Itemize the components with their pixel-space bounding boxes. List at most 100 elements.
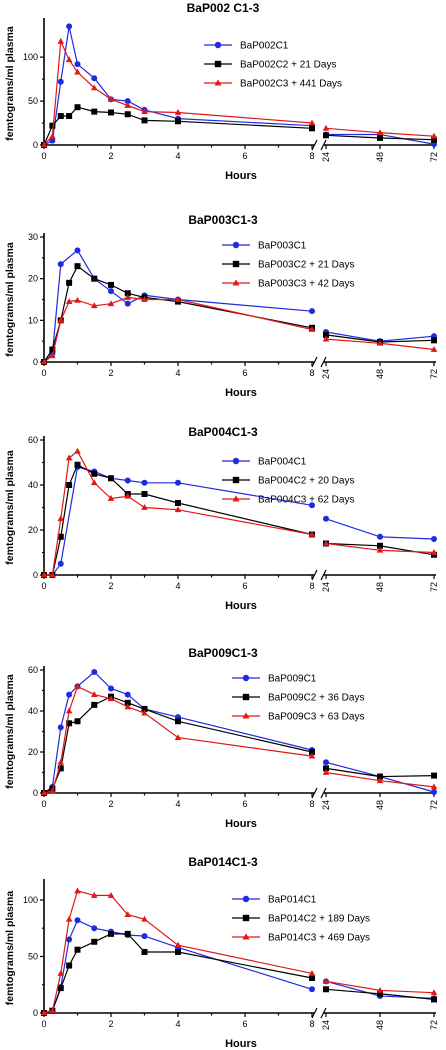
legend-label: BaP003C3 + 42 Days (258, 279, 354, 290)
data-point (376, 129, 384, 136)
x-tick-label: 4 (175, 799, 180, 809)
x-axis-label: Hours (225, 387, 257, 399)
data-point (175, 718, 181, 725)
data-point (141, 108, 148, 115)
legend-entry-2: BaP009C2 + 36 Days (232, 693, 364, 704)
data-point (40, 789, 48, 796)
series-2 (41, 263, 437, 365)
series-1 (41, 917, 437, 1016)
data-point (141, 504, 148, 510)
data-point (108, 685, 114, 692)
legend-entry-3: BaP004C3 + 62 Days (222, 495, 354, 506)
y-tick-label: 20 (28, 274, 38, 284)
axis-break-mark (311, 569, 318, 581)
data-point (65, 915, 73, 922)
data-point (141, 948, 148, 955)
data-point (90, 302, 98, 309)
axis-break-mark (320, 1007, 327, 1019)
y-tick-label: 10 (28, 315, 38, 325)
series-line (43, 249, 313, 363)
axis-break-mark (320, 356, 327, 368)
data-point (57, 515, 65, 522)
x-tick-label: 48 (375, 800, 385, 810)
x-tick-label: 2 (108, 1019, 113, 1029)
axis-break-mark (311, 139, 318, 151)
data-point (66, 113, 73, 120)
data-point (49, 352, 56, 359)
x-tick-label: 48 (375, 152, 385, 162)
data-point (308, 326, 316, 332)
legend-marker (232, 457, 240, 465)
data-point (308, 119, 316, 126)
x-tick-label: 72 (429, 152, 439, 162)
x-tick-label: 8 (309, 799, 314, 809)
data-point (107, 695, 115, 702)
x-tick-label: 8 (309, 368, 314, 378)
legend-label: BaP009C2 + 36 Days (268, 693, 364, 704)
data-point (65, 707, 73, 714)
data-point (431, 772, 437, 779)
data-point (74, 247, 81, 254)
data-point (107, 300, 115, 307)
data-point (174, 296, 182, 302)
legend-label: BaP003C2 + 21 Days (258, 260, 354, 271)
data-point (174, 506, 182, 513)
data-point (141, 709, 148, 716)
y-tick-label: 100 (23, 52, 38, 62)
series-line (43, 38, 313, 146)
x-tick-label: 6 (242, 368, 247, 378)
data-point (65, 56, 73, 63)
data-point (141, 915, 148, 922)
legend-label: BaP004C1 (258, 457, 307, 468)
x-tick-label: 4 (175, 368, 180, 378)
data-point (141, 296, 148, 302)
x-tick-label: 24 (321, 800, 331, 810)
x-tick-label: 2 (108, 581, 113, 591)
data-point (91, 75, 98, 82)
data-point (124, 477, 131, 484)
data-point (376, 777, 384, 784)
y-axis-label: femtograms/ml plasma (4, 26, 16, 141)
data-point (107, 495, 115, 501)
y-tick-label: 20 (28, 747, 38, 757)
legend-entry-3: BaP009C3 + 63 Days (232, 712, 364, 723)
data-point (141, 491, 148, 497)
data-point (90, 479, 98, 486)
legend-marker (232, 260, 240, 268)
data-point (74, 917, 81, 924)
y-tick-label: 0 (33, 140, 38, 150)
x-tick-label: 2 (108, 368, 113, 378)
data-point (174, 109, 182, 115)
data-point (40, 1009, 48, 1016)
x-tick-label: 2 (108, 799, 113, 809)
legend-label: BaP004C3 + 62 Days (258, 495, 354, 506)
legend-entry-2: BaP014C2 + 189 Days (232, 914, 370, 925)
legend-entry-1: BaP009C1 (232, 674, 317, 685)
data-point (376, 986, 384, 993)
data-point (124, 102, 132, 108)
series-3 (40, 682, 438, 796)
legend-entry-2: BaP002C2 + 21 Days (204, 60, 336, 71)
data-point (323, 759, 329, 766)
data-point (430, 783, 438, 790)
axis-break-mark (311, 356, 318, 368)
data-point (91, 108, 98, 115)
data-point (323, 331, 329, 338)
data-point (175, 479, 181, 486)
y-axis-label: femtograms/ml plasma (4, 242, 16, 357)
data-point (322, 335, 330, 342)
legend-marker (242, 693, 250, 701)
legend-entry-2: BaP003C2 + 21 Days (222, 260, 354, 271)
data-point (90, 891, 98, 898)
data-point (141, 479, 148, 486)
legend-entry-1: BaP003C1 (222, 241, 307, 252)
series-line (44, 450, 313, 576)
x-axis-label: Hours (225, 170, 257, 182)
legend-entry-3: BaP003C3 + 42 Days (222, 279, 354, 290)
data-point (57, 533, 64, 540)
x-tick-label: 8 (309, 151, 314, 161)
series-2 (41, 930, 437, 1016)
data-point (431, 996, 437, 1003)
data-point (57, 37, 65, 44)
data-point (74, 682, 81, 689)
